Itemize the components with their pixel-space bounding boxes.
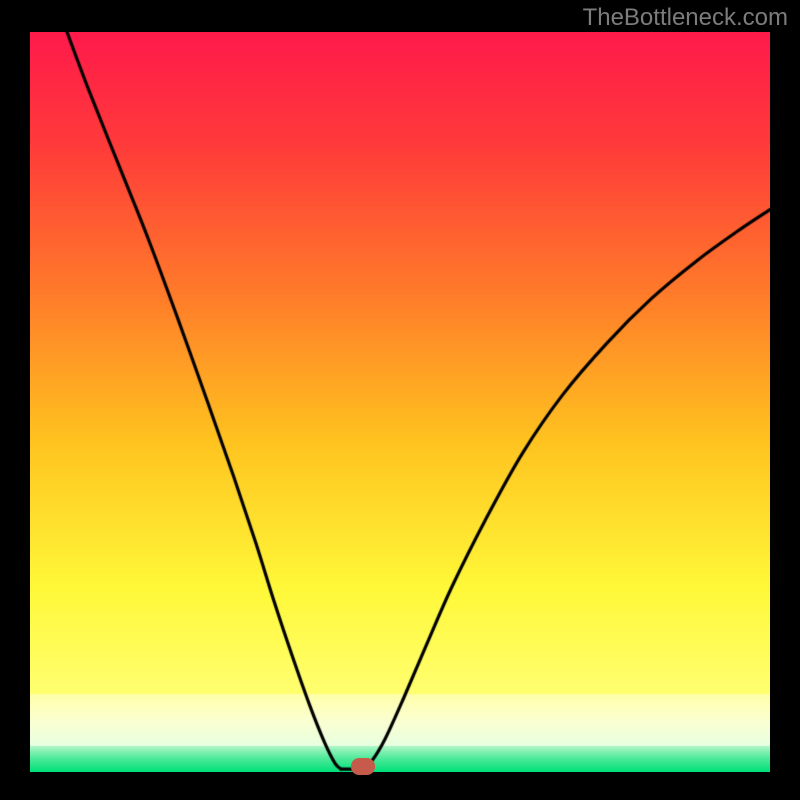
watermark-text: TheBottleneck.com xyxy=(583,4,788,32)
plot-area xyxy=(30,32,770,772)
stage: TheBottleneck.com xyxy=(0,0,800,800)
optimum-marker xyxy=(351,758,375,775)
bottleneck-curve xyxy=(30,32,770,772)
